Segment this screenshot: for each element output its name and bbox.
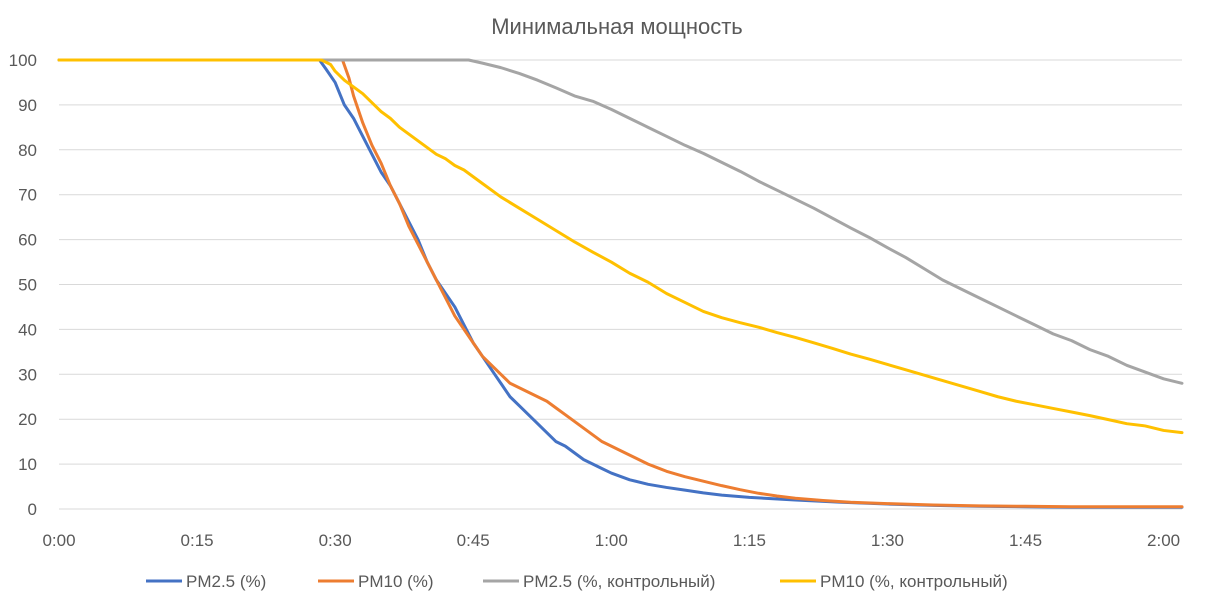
y-tick-label: 0 [28,500,37,519]
y-tick-label: 80 [18,141,37,160]
x-tick-label: 1:15 [733,531,766,550]
y-tick-label: 100 [9,51,37,70]
y-axis-ticks: 0 10 20 30 40 50 60 70 80 90 100 [9,51,37,519]
x-tick-label: 1:00 [595,531,628,550]
series-line-2 [57,58,1184,385]
y-tick-label: 40 [18,320,37,339]
x-tick-label: 0:30 [319,531,352,550]
x-tick-label: 0:45 [457,531,490,550]
y-tick-label: 50 [18,276,37,295]
gridlines [59,59,1182,510]
series-line-3 [57,58,1184,435]
legend-label-2: PM2.5 (%, контрольный) [523,572,715,591]
series-line-1 [57,58,1184,509]
y-tick-label: 30 [18,365,37,384]
y-tick-label: 10 [18,455,37,474]
y-tick-label: 60 [18,231,37,250]
legend-label-0: PM2.5 (%) [186,572,266,591]
legend-label-3: PM10 (%, контрольный) [820,572,1008,591]
series-line-0 [57,58,1184,509]
legend: PM2.5 (%) PM10 (%) PM2.5 (%, контрольный) P… [146,572,1008,591]
y-tick-label: 90 [18,96,37,115]
x-tick-label: 2:00 [1147,531,1180,550]
legend-label-1: PM10 (%) [358,572,434,591]
y-tick-label: 20 [18,410,37,429]
x-tick-label: 1:30 [871,531,904,550]
x-tick-label: 0:15 [181,531,214,550]
x-axis-ticks: 0:00 0:15 0:30 0:45 1:00 1:15 1:30 1:45 2:00 [42,531,1180,550]
y-tick-label: 70 [18,186,37,205]
x-tick-label: 0:00 [42,531,75,550]
chart-title: Минимальная мощность [491,14,743,39]
x-tick-label: 1:45 [1009,531,1042,550]
series-lines [57,58,1184,509]
